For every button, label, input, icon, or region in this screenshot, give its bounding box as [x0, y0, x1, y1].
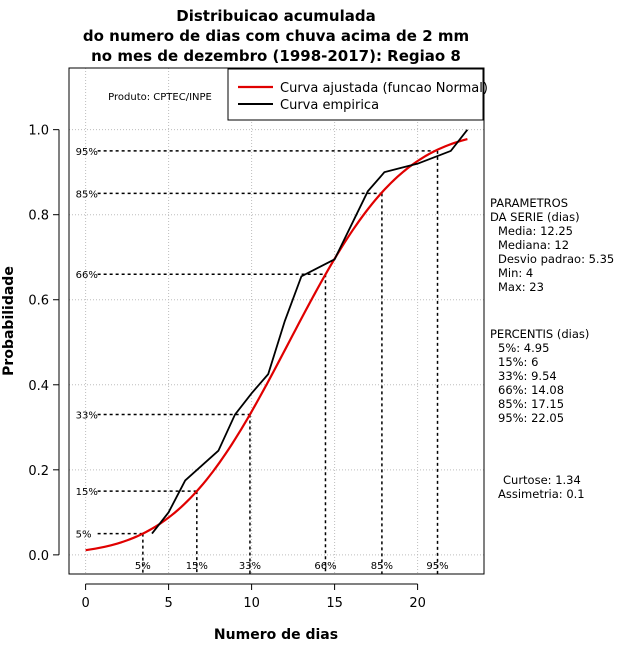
- curtose-text: Curtose: 1.34: [503, 473, 581, 487]
- legend: Curva ajustada (funcao Normal) Curva emp…: [227, 68, 488, 121]
- plot-frame: [68, 67, 485, 575]
- chart-title-line-2: do numero de dias com chuva acima de 2 m…: [83, 27, 469, 45]
- parametros-heading-2: DA SERIE (dias): [490, 210, 580, 224]
- percentil-15: 15%: 6: [498, 355, 538, 369]
- param-media: Media: 12.25: [498, 224, 573, 238]
- percentil-85: 85%: 17.15: [498, 397, 564, 411]
- percentile-ylabel-95: 95%: [76, 147, 98, 158]
- percentile-ylabel-66: 66%: [76, 270, 98, 281]
- percentile-xlabel-95: 95%: [426, 561, 448, 572]
- legend-label-empirical: Curva empirica: [280, 98, 379, 113]
- y-tick-label-5: 1.0: [28, 124, 49, 139]
- y-axis: 0.0 0.2 0.4 0.6 0.8 1.0: [28, 124, 60, 564]
- param-desvio: Desvio padrao: 5.35: [498, 252, 614, 266]
- percentil-95: 95%: 22.05: [498, 411, 564, 425]
- x-axis-title: Numero de dias: [214, 627, 338, 643]
- parametros-heading-1: PARAMETROS: [490, 196, 568, 210]
- chart-title-line-1: Distribuicao acumulada: [176, 7, 375, 25]
- legend-box: [227, 68, 484, 121]
- plot-area: [69, 68, 484, 574]
- percentile-ylabel-85: 85%: [76, 189, 98, 200]
- percentil-33: 33%: 9.54: [498, 369, 557, 383]
- y-axis-title: Probabilidade: [1, 266, 17, 376]
- percentile-guides: 5% 5% 15% 15% 33% 33% 66% 66% 85% 85% 95% 95%: [76, 147, 449, 574]
- parametros-panel: PARAMETROS DA SERIE (dias) Media: 12.25 …: [490, 196, 614, 294]
- y-tick-label-1: 0.2: [28, 464, 49, 479]
- percentile-xlabel-5: 5%: [135, 561, 151, 572]
- curves: [85, 129, 469, 552]
- percentile-xlabel-33: 33%: [239, 561, 261, 572]
- fitted-normal-curve: [85, 138, 468, 552]
- percentil-66: 66%: 14.08: [498, 383, 564, 397]
- grid-lines: [69, 68, 484, 574]
- chart-title-line-3: no mes de dezembro (1998-2017): Regiao 8: [91, 47, 461, 65]
- x-tick-label-20: 20: [409, 596, 426, 611]
- legend-label-fitted: Curva ajustada (funcao Normal): [280, 81, 488, 96]
- x-tick-label-5: 5: [164, 596, 172, 611]
- percentile-ylabel-15: 15%: [76, 487, 98, 498]
- param-mediana: Mediana: 12: [498, 238, 569, 252]
- x-tick-label-0: 0: [81, 596, 89, 611]
- x-tick-label-10: 10: [243, 596, 260, 611]
- param-min: Min: 4: [498, 266, 533, 280]
- percentil-5: 5%: 4.95: [498, 341, 549, 355]
- y-tick-label-0: 0.0: [28, 549, 49, 564]
- empirical-curve: [151, 129, 469, 535]
- param-max: Max: 23: [498, 280, 544, 294]
- percentis-panel: PERCENTIS (dias) 5%: 4.95 15%: 6 33%: 9.…: [490, 327, 589, 425]
- x-tick-label-15: 15: [326, 596, 343, 611]
- percentile-ylabel-33: 33%: [76, 411, 98, 422]
- assimetria-text: Assimetria: 0.1: [498, 487, 585, 501]
- percentile-ylabel-5: 5%: [76, 530, 92, 541]
- x-axis: 0 5 10 15 20: [81, 583, 426, 611]
- y-tick-label-3: 0.6: [28, 294, 49, 309]
- percentile-xlabel-66: 66%: [314, 561, 336, 572]
- y-tick-label-4: 0.8: [28, 209, 49, 224]
- percentile-xlabel-15: 15%: [186, 561, 208, 572]
- y-tick-label-2: 0.4: [28, 379, 49, 394]
- percentile-xlabel-85: 85%: [371, 561, 393, 572]
- source-label: Produto: CPTEC/INPE: [108, 92, 212, 103]
- percentis-heading: PERCENTIS (dias): [490, 327, 589, 341]
